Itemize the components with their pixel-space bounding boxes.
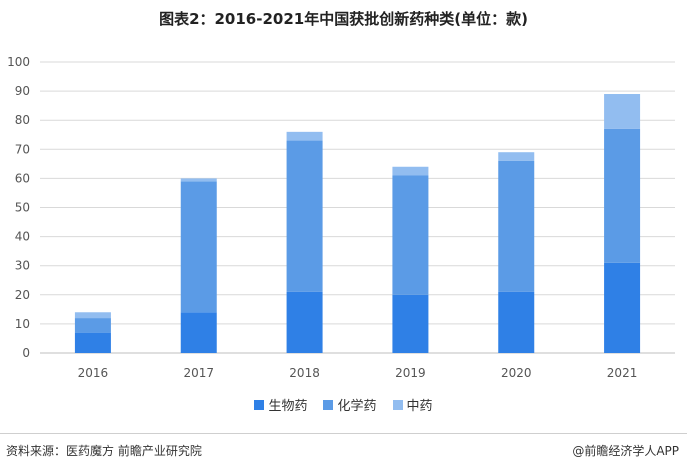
y-tick-label: 30 <box>15 259 30 273</box>
y-tick-label: 0 <box>22 346 30 360</box>
bar-segment <box>392 294 429 353</box>
y-tick-label: 90 <box>15 84 30 98</box>
x-tick-label: 2021 <box>607 366 638 380</box>
legend-label: 中药 <box>406 399 433 414</box>
legend-swatch <box>392 399 403 410</box>
chart-title: 图表2：2016-2021年中国获批创新药种类(单位：款) <box>159 10 528 28</box>
bar-segment <box>286 291 323 353</box>
legend-item: 中药 <box>392 395 433 414</box>
bar-segment <box>286 140 323 292</box>
y-tick-label: 40 <box>15 230 30 244</box>
brand-label: @前瞻经济学人APP <box>572 444 679 458</box>
x-tick-label: 2016 <box>78 366 109 380</box>
footer-divider <box>0 433 687 434</box>
bar-segment <box>286 131 323 141</box>
bar-segment <box>604 128 641 263</box>
bar-segment <box>604 262 641 353</box>
bar-segment <box>180 181 217 313</box>
bar-segment <box>180 178 217 182</box>
x-tick-label: 2017 <box>183 366 214 380</box>
legend-swatch <box>323 399 334 410</box>
x-tick-label: 2018 <box>289 366 320 380</box>
bar-segment <box>74 318 111 333</box>
bar-segment <box>498 152 535 161</box>
y-tick-label: 100 <box>7 55 30 69</box>
y-tick-label: 60 <box>15 171 30 185</box>
y-tick-label: 20 <box>15 288 30 302</box>
legend-item: 化学药 <box>323 395 377 414</box>
legend-label: 生物药 <box>268 399 308 414</box>
legend-label: 化学药 <box>337 399 377 414</box>
y-tick-label: 10 <box>15 317 30 331</box>
y-tick-label: 80 <box>15 113 30 127</box>
stacked-bar-chart: 0 10 20 30 40 50 60 70 80 90 100 2016 2017 2018 2019 20… <box>7 55 675 380</box>
x-tick-label: 2019 <box>395 366 426 380</box>
source-note: 资料来源：医药魔方 前瞻产业研究院 <box>6 444 202 458</box>
bar-segment <box>604 94 641 129</box>
bar-segment <box>392 175 429 295</box>
legend: 生物药 化学药 中药 <box>0 395 687 414</box>
x-tick-label: 2020 <box>501 366 532 380</box>
y-tick-label: 50 <box>15 201 30 215</box>
y-tick-label: 70 <box>15 142 30 156</box>
bar-segment <box>392 166 429 176</box>
legend-item: 生物药 <box>254 395 307 414</box>
bar-segment <box>74 332 111 353</box>
legend-swatch <box>254 399 265 410</box>
bar-segment <box>74 312 111 319</box>
bar-segment <box>180 312 217 353</box>
bar-segment <box>498 160 535 292</box>
bar-segment <box>498 291 535 353</box>
